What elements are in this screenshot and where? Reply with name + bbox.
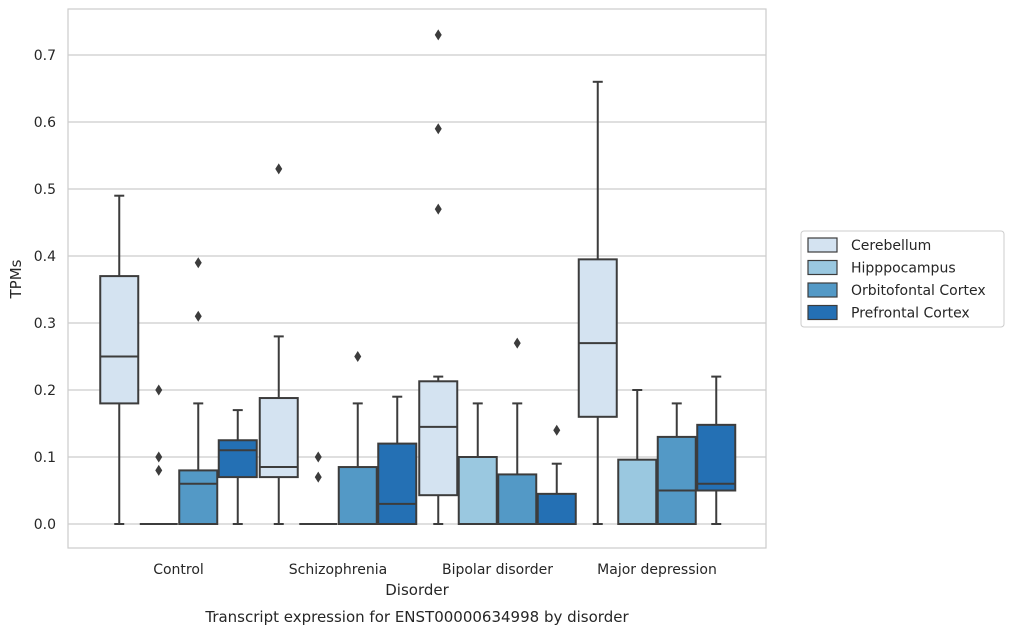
box-group bbox=[457, 402, 498, 525]
outlier-point bbox=[155, 464, 163, 476]
x-axis-label: Disorder bbox=[385, 581, 449, 599]
x-tick-label: Control bbox=[153, 562, 204, 578]
outlier-point bbox=[275, 163, 283, 175]
outlier-point bbox=[553, 424, 561, 436]
box-body bbox=[418, 380, 459, 497]
legend: Cerebellum Hipppocampus Orbitofontal Corte… bbox=[800, 230, 1005, 328]
box-group bbox=[696, 375, 737, 525]
y-tick-label: 0.7 bbox=[34, 48, 56, 64]
box-group bbox=[299, 451, 338, 525]
box-group bbox=[217, 409, 258, 525]
box-group bbox=[617, 389, 658, 525]
chart-caption: Transcript expression for ENST0000063499… bbox=[204, 608, 629, 626]
box-body bbox=[617, 458, 658, 525]
outlier-point bbox=[194, 310, 202, 322]
y-tick-label: 0.0 bbox=[34, 517, 56, 533]
outlier-point bbox=[314, 471, 322, 483]
x-tick-label: Major depression bbox=[597, 562, 717, 578]
legend-swatch bbox=[807, 259, 838, 276]
outlier-point bbox=[155, 384, 163, 396]
box-body bbox=[258, 397, 299, 479]
x-tick-labels: Control Schizophrenia Bipolar disorder Majo… bbox=[153, 562, 717, 578]
box-body bbox=[696, 423, 737, 492]
y-tick-label: 0.2 bbox=[34, 383, 56, 399]
box-group bbox=[99, 194, 140, 525]
y-axis-label: TPMs bbox=[7, 259, 25, 299]
box-group bbox=[178, 257, 219, 525]
legend-swatch bbox=[807, 304, 838, 321]
legend-frame bbox=[800, 230, 1005, 328]
box-body bbox=[497, 473, 538, 526]
box-body bbox=[577, 258, 618, 418]
y-tick-label: 0.4 bbox=[34, 249, 56, 265]
plot-area-frame bbox=[67, 8, 767, 549]
legend-label: Hipppocampus bbox=[851, 261, 956, 277]
legend-label: Cerebellum bbox=[851, 238, 931, 254]
box-group bbox=[377, 395, 418, 526]
outlier-point bbox=[434, 203, 442, 215]
box-group bbox=[497, 337, 538, 526]
legend-label: Prefrontal Cortex bbox=[851, 306, 970, 322]
box-body bbox=[536, 492, 577, 526]
box-body bbox=[337, 466, 378, 525]
box-group bbox=[536, 424, 577, 526]
box-group bbox=[656, 402, 697, 525]
y-tick-label: 0.3 bbox=[34, 316, 56, 332]
legend-swatch bbox=[807, 237, 838, 253]
box-body bbox=[178, 469, 219, 525]
y-tick-label: 0.1 bbox=[34, 450, 56, 466]
box-body bbox=[99, 275, 140, 405]
outlier-point bbox=[434, 123, 442, 135]
outlier-point bbox=[513, 337, 521, 349]
box-group bbox=[258, 163, 299, 525]
boxes bbox=[99, 29, 737, 526]
outlier-point bbox=[155, 451, 163, 463]
x-tick-label: Bipolar disorder bbox=[442, 562, 553, 578]
y-tick-label: 0.5 bbox=[34, 182, 56, 198]
outlier-point bbox=[314, 451, 322, 463]
legend-swatch bbox=[807, 282, 838, 298]
y-tick-label: 0.6 bbox=[34, 115, 56, 131]
box-group bbox=[577, 80, 618, 525]
x-tick-label: Schizophrenia bbox=[289, 562, 387, 578]
outlier-point bbox=[434, 29, 442, 41]
box-group bbox=[418, 29, 459, 525]
box-body bbox=[457, 456, 498, 525]
outlier-point bbox=[194, 257, 202, 269]
box-body bbox=[377, 442, 418, 526]
box-body bbox=[217, 439, 258, 479]
box-group bbox=[337, 351, 378, 525]
outlier-point bbox=[354, 351, 362, 362]
legend-label: Orbitofontal Cortex bbox=[851, 283, 986, 299]
box-body bbox=[656, 435, 697, 525]
gridlines bbox=[68, 54, 766, 525]
y-tick-labels: 0.0 0.1 0.2 0.3 0.4 0.5 0.6 0.7 bbox=[34, 48, 56, 533]
box-group bbox=[139, 384, 178, 525]
